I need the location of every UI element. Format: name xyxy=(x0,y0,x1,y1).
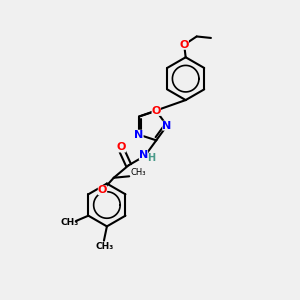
Text: O: O xyxy=(152,106,161,116)
Text: N: N xyxy=(139,150,148,160)
Text: CH₃: CH₃ xyxy=(131,168,146,177)
Text: O: O xyxy=(117,142,126,152)
Text: O: O xyxy=(179,40,189,50)
Text: N: N xyxy=(162,121,172,130)
Text: CH₃: CH₃ xyxy=(95,242,114,250)
Text: O: O xyxy=(98,185,107,195)
Text: CH₃: CH₃ xyxy=(60,218,79,227)
Text: H: H xyxy=(147,153,156,163)
Text: N: N xyxy=(134,130,144,140)
